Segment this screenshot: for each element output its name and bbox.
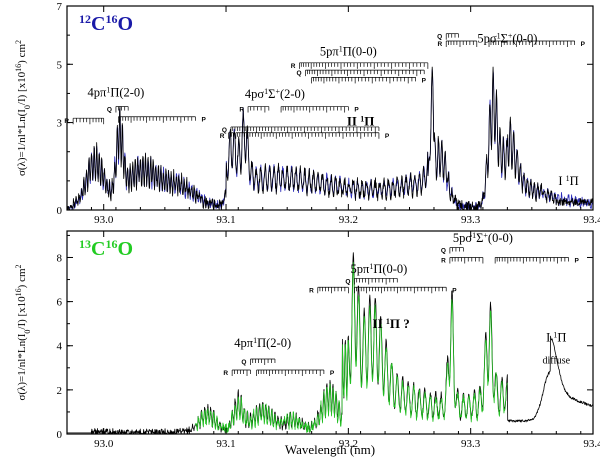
branch-q: Q <box>222 126 380 134</box>
branch-label: P <box>354 107 359 114</box>
x-tick-label: 93.4 <box>583 438 600 450</box>
band-label: 4pσ1Σ+(2-0) <box>245 86 305 101</box>
branch-r: R <box>438 40 478 48</box>
branch-label: P <box>575 257 580 264</box>
x-tick-label: 93.0 <box>94 214 114 226</box>
branch-label: P <box>581 41 586 48</box>
y-axis-label: σ(λ)=1/nl*Ln(I0/I) [x1016) cm2 <box>14 40 32 176</box>
band-label: 5pπ1Π(0-0) <box>320 44 377 59</box>
panel-top-12c16o: 93.0 93.1 93.2 93.3 93.4 0 3 5 7 σ(λ)=1/nl*Ln(I0/… <box>14 1 600 226</box>
x-tick-label: 93.3 <box>461 438 481 450</box>
band-label: 5pσ1Σ+(0-0) <box>453 231 513 246</box>
branch-p: P <box>488 40 586 48</box>
branch-label: R <box>64 118 69 125</box>
band-label: 5pσ1Σ+(0-0) <box>477 31 537 46</box>
branch-label: R <box>223 370 228 377</box>
y-tick-label: 8 <box>57 252 63 264</box>
branch-label: Q <box>222 127 227 134</box>
plot-frame <box>66 5 594 211</box>
branch-label: R <box>441 257 446 264</box>
x-axis-label: Wavelength (nm) <box>285 442 375 457</box>
branch-p: P <box>354 286 457 294</box>
branch-r: R <box>239 106 270 114</box>
band-label: I 1Π <box>558 174 578 189</box>
branch-q: Q <box>241 358 276 366</box>
branch-r: R <box>441 257 484 264</box>
isotope-title: 13C16O <box>79 237 133 260</box>
band-label: II 1Π ? <box>373 316 410 331</box>
y-tick-label: 5 <box>57 59 63 71</box>
x-tick-label: 93.2 <box>339 214 358 226</box>
branch-label: Q <box>441 248 446 255</box>
branch-p: P <box>118 116 206 124</box>
branch-label: R <box>291 63 296 70</box>
y-tick-label: 3 <box>57 118 63 130</box>
x-tick-label: 93.4 <box>583 214 600 226</box>
branch-q: Q <box>107 106 129 114</box>
series-experiment <box>66 252 594 434</box>
branch-r: R <box>291 62 429 70</box>
branch-label: Q <box>107 107 112 114</box>
branch-r: R <box>220 132 234 140</box>
branch-q: Q <box>437 33 459 41</box>
x-tick-label: 93.0 <box>94 438 114 450</box>
branch-label: R <box>220 133 225 140</box>
branch-label: R <box>239 107 244 114</box>
branch-label: Q <box>296 70 301 77</box>
branch-label: R <box>438 41 443 48</box>
branch-q: Q <box>296 69 425 77</box>
branch-p: P <box>256 369 335 377</box>
series-model <box>195 262 508 433</box>
branch-p: P <box>494 257 580 264</box>
branch-label: P <box>201 117 206 124</box>
band-label: diffuse <box>543 355 571 366</box>
x-tick-label: 93.1 <box>216 438 235 450</box>
branch-label: Q <box>437 34 442 41</box>
branch-label: P <box>330 370 335 377</box>
isotope-title: 12C16O <box>79 12 133 35</box>
x-tick-label: 93.2 <box>339 438 358 450</box>
band-label: 5pπ1Π(0-0) <box>351 261 408 276</box>
branch-label: Q <box>241 359 246 366</box>
x-tick-label: 93.1 <box>216 214 235 226</box>
x-tick-label: 93.3 <box>461 214 481 226</box>
branch-p: P <box>311 77 427 84</box>
plot-frame <box>66 230 594 435</box>
y-tick-label: 6 <box>57 297 63 309</box>
branch-label: R <box>309 287 314 294</box>
branch-p: P <box>280 106 359 114</box>
branch-label: P <box>385 133 390 140</box>
branch-r: R <box>309 286 349 294</box>
band-label: I 1Π <box>546 330 566 345</box>
branch-q: Q <box>441 247 464 255</box>
y-axis-label: σ(λ)=1/nl*Ln(I0/I) [x1016) cm2 <box>14 264 32 400</box>
y-tick-label: 0 <box>57 429 63 441</box>
band-label: 4pπ1Π(2-0) <box>88 85 145 100</box>
y-tick-label: 2 <box>57 385 63 397</box>
band-label: 4pπ1Π(2-0) <box>234 335 291 350</box>
branch-label: P <box>452 287 457 294</box>
y-tick-label: 7 <box>57 1 63 13</box>
series-experiment <box>66 66 594 210</box>
branch-q: Q <box>345 278 398 285</box>
branch-label: Q <box>345 278 350 285</box>
branch-label: P <box>422 77 427 84</box>
y-tick-label: 4 <box>57 341 63 353</box>
branch-r: R <box>64 117 105 125</box>
branch-r: R <box>223 369 251 377</box>
band-label: II 1Π <box>347 113 375 128</box>
y-tick-label: 0 <box>57 205 63 217</box>
branch-p: P <box>235 132 390 140</box>
panel-bottom-13c16o: 93.0 93.1 93.2 93.3 93.4 0 2 4 6 8 σ(λ)=1/nl*Ln(I0… <box>14 230 600 457</box>
